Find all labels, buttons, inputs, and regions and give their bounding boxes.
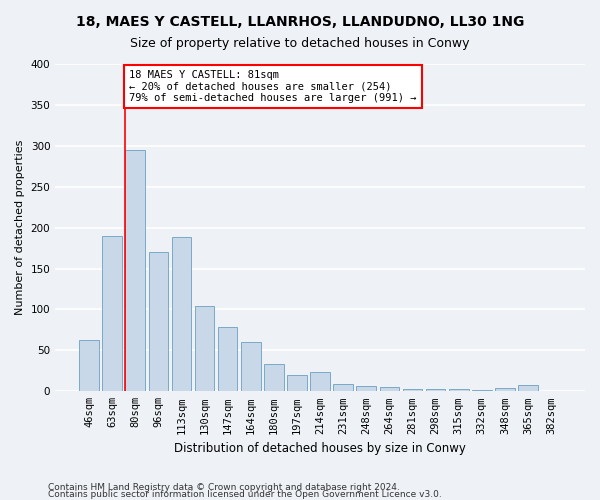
Y-axis label: Number of detached properties: Number of detached properties [15,140,25,316]
Text: Contains HM Land Registry data © Crown copyright and database right 2024.: Contains HM Land Registry data © Crown c… [48,484,400,492]
Bar [172,238,191,392]
Bar [241,342,260,392]
Bar [125,150,145,392]
Bar [356,386,376,392]
Bar [310,372,330,392]
Bar [195,306,214,392]
Bar [218,328,238,392]
Text: 18, MAES Y CASTELL, LLANRHOS, LLANDUDNO, LL30 1NG: 18, MAES Y CASTELL, LLANRHOS, LLANDUDNO,… [76,15,524,29]
Bar [472,390,491,392]
Bar [79,340,99,392]
Bar [287,375,307,392]
Text: Contains public sector information licensed under the Open Government Licence v3: Contains public sector information licen… [48,490,442,499]
Bar [518,385,538,392]
Bar [149,252,168,392]
Text: 18 MAES Y CASTELL: 81sqm
← 20% of detached houses are smaller (254)
79% of semi-: 18 MAES Y CASTELL: 81sqm ← 20% of detach… [129,70,416,103]
Bar [103,236,122,392]
Bar [426,389,445,392]
X-axis label: Distribution of detached houses by size in Conwy: Distribution of detached houses by size … [174,442,466,455]
Bar [380,387,399,392]
Bar [403,389,422,392]
Bar [334,384,353,392]
Text: Size of property relative to detached houses in Conwy: Size of property relative to detached ho… [130,38,470,51]
Bar [495,388,515,392]
Bar [449,389,469,392]
Bar [264,364,284,392]
